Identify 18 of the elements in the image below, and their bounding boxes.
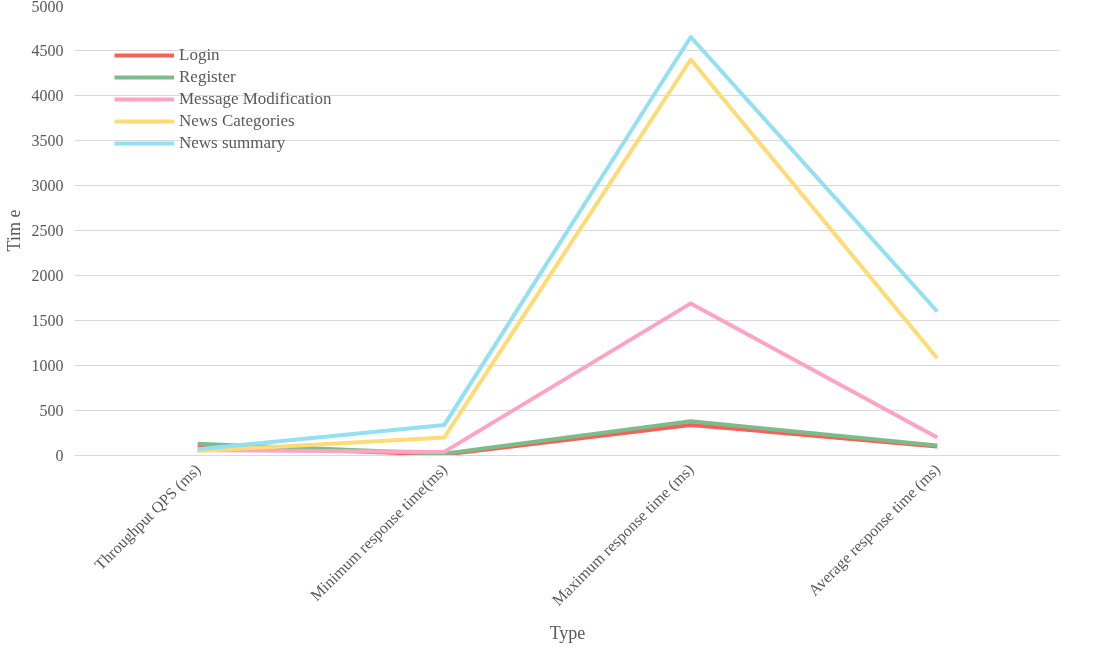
y-tick-label: 3500 xyxy=(31,132,64,149)
y-tick-label: 5000 xyxy=(31,0,64,15)
x-axis-title: Type xyxy=(549,622,586,643)
y-tick-label: 1500 xyxy=(31,312,64,329)
y-axis-title: Tim e xyxy=(3,209,24,252)
y-tick-label: 2500 xyxy=(31,222,64,239)
y-tick-label: 4000 xyxy=(31,87,64,104)
y-tick-label: 3000 xyxy=(31,177,64,194)
y-tick-label: 500 xyxy=(39,402,64,419)
legend-label: Login xyxy=(179,45,220,65)
legend-label: News summary xyxy=(179,133,286,153)
y-tick-label: 0 xyxy=(55,447,64,464)
legend-label: Message Modification xyxy=(179,89,332,109)
y-tick-label: 1000 xyxy=(31,357,64,374)
y-tick-label: 2000 xyxy=(31,267,64,284)
legend-label: Register xyxy=(179,67,236,87)
legend-label: News Categories xyxy=(179,111,295,131)
y-tick-label: 4500 xyxy=(31,42,64,59)
